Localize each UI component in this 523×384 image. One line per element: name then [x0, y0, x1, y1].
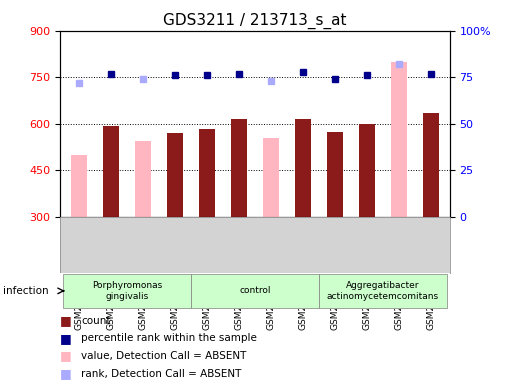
- Bar: [199, 129, 215, 217]
- Text: control: control: [239, 286, 271, 295]
- FancyBboxPatch shape: [63, 274, 191, 308]
- Bar: [263, 138, 279, 217]
- Text: Aggregatibacter
actinomycetemcomitans: Aggregatibacter actinomycetemcomitans: [327, 281, 439, 301]
- Bar: [167, 132, 183, 217]
- FancyBboxPatch shape: [191, 274, 319, 308]
- Text: value, Detection Call = ABSENT: value, Detection Call = ABSENT: [81, 351, 246, 361]
- Text: ■: ■: [60, 332, 72, 345]
- Bar: [135, 141, 151, 217]
- Bar: [295, 119, 311, 217]
- Text: infection: infection: [3, 286, 48, 296]
- Text: ■: ■: [60, 367, 72, 380]
- Text: ■: ■: [60, 349, 72, 362]
- Text: rank, Detection Call = ABSENT: rank, Detection Call = ABSENT: [81, 369, 242, 379]
- Bar: [327, 132, 343, 217]
- Bar: [71, 155, 87, 217]
- FancyBboxPatch shape: [319, 274, 447, 308]
- Text: count: count: [81, 316, 110, 326]
- Title: GDS3211 / 213713_s_at: GDS3211 / 213713_s_at: [163, 13, 347, 29]
- Text: percentile rank within the sample: percentile rank within the sample: [81, 333, 257, 343]
- Bar: [423, 113, 439, 217]
- Bar: [103, 126, 119, 217]
- Bar: [359, 124, 374, 217]
- Text: ■: ■: [60, 314, 72, 327]
- Text: Porphyromonas
gingivalis: Porphyromonas gingivalis: [92, 281, 162, 301]
- Bar: [391, 62, 407, 217]
- Bar: [231, 119, 247, 217]
